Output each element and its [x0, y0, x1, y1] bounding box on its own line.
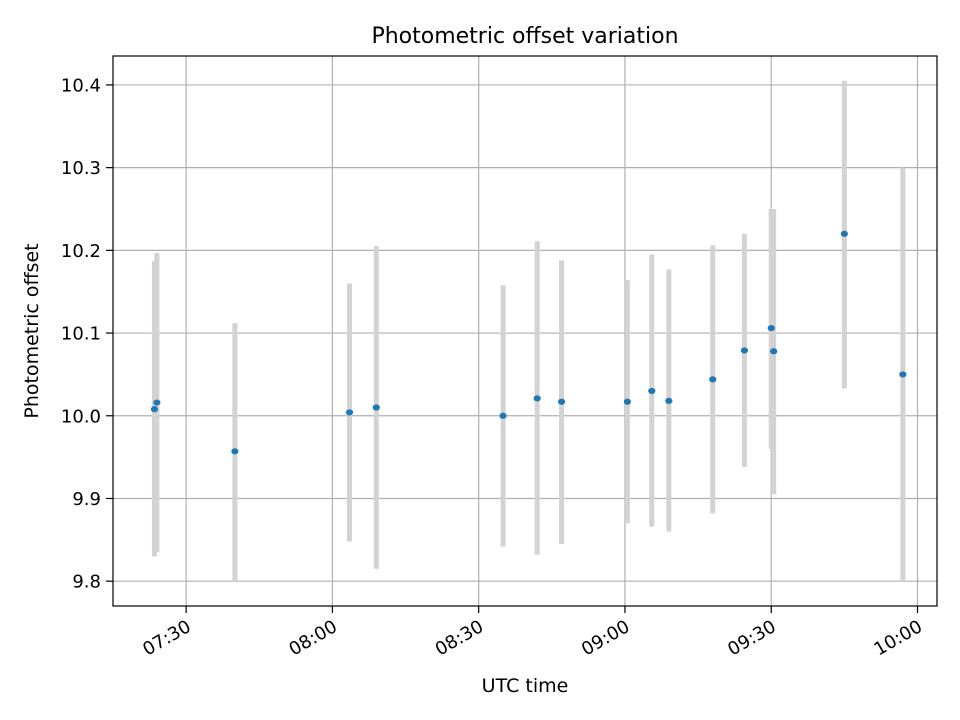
y-axis-label: Photometric offset — [21, 243, 43, 418]
y-tick-label: 9.9 — [72, 489, 101, 510]
data-points — [150, 230, 907, 455]
y-axis: 9.8 9.9 10.0 10.1 10.2 10.3 10.4 — [61, 75, 113, 593]
data-point — [623, 398, 631, 405]
data-point — [499, 412, 507, 419]
y-tick-label: 10.4 — [61, 75, 101, 96]
chart-title: Photometric offset variation — [371, 24, 678, 49]
data-point — [665, 397, 673, 404]
data-point — [648, 387, 656, 395]
data-point — [372, 404, 380, 411]
x-axis-label: UTC time — [482, 675, 569, 697]
y-tick-label: 10.1 — [61, 324, 101, 345]
data-point — [767, 325, 775, 332]
data-point — [153, 399, 161, 406]
data-point — [899, 371, 907, 378]
data-point — [150, 406, 159, 413]
plot-frame — [112, 55, 938, 607]
data-point — [231, 448, 239, 455]
y-tick-label: 10.0 — [61, 406, 101, 427]
plot-area — [113, 56, 937, 606]
data-point — [557, 398, 566, 405]
y-tick-label: 9.8 — [72, 572, 101, 593]
data-point — [840, 230, 848, 237]
data-point — [533, 395, 541, 402]
data-point — [345, 409, 354, 416]
data-point — [709, 376, 717, 383]
y-tick-label: 10.3 — [61, 158, 101, 179]
data-point — [740, 347, 749, 354]
y-tick-label: 10.2 — [61, 241, 101, 262]
data-point — [770, 348, 778, 355]
